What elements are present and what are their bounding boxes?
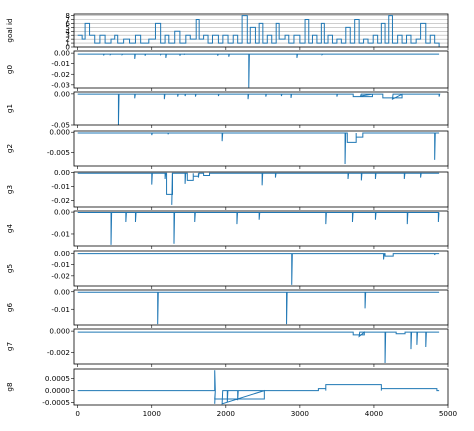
series-line-g1: [77, 93, 441, 126]
series-line-g7: [77, 331, 440, 363]
axes-frame: [73, 130, 449, 167]
y-tick-label: -0.01: [51, 59, 70, 68]
axes-frame: [73, 13, 449, 48]
y-tick-label: -0.02: [51, 70, 70, 79]
y-axis-label: goal id: [5, 18, 14, 42]
subplot-g2: 0.000 -0.005 g2: [5, 128, 449, 169]
x-tick-label: 3000: [291, 409, 310, 418]
subplot-g7: 0.000 -0.002 g7: [5, 327, 449, 367]
y-axis-label: g6: [5, 303, 14, 313]
y-axis-label: g2: [5, 144, 14, 153]
y-tick-label: 7: [65, 15, 70, 24]
y-tick-label: 4: [65, 27, 70, 36]
y-tick-label: 0.00: [54, 89, 70, 98]
y-tick-label: -0.0005: [42, 398, 70, 407]
y-tick-label: 0.00: [54, 287, 70, 296]
y-tick-label: 6: [65, 19, 70, 28]
y-tick-label: 0.00: [54, 49, 70, 58]
y-tick-label: 5: [65, 23, 70, 32]
y-tick-label: 0.00: [54, 208, 70, 217]
x-tick-label: 4000: [365, 409, 384, 418]
y-tick-label: 0.000: [49, 128, 70, 137]
series-line-g6: [77, 291, 440, 325]
series-line-goal-id: [77, 15, 440, 47]
y-tick-label: 0.0000: [45, 386, 71, 395]
axes-frame: [73, 328, 449, 365]
y-tick-label: -0.01: [51, 182, 70, 191]
series-line-g2: [77, 132, 440, 164]
y-axis-label: g7: [5, 342, 14, 351]
subplot-g5: 0.00 -0.01 -0.02 g5: [5, 249, 449, 289]
y-tick-label: -0.02: [51, 196, 70, 205]
x-tick-label: 5000: [439, 409, 458, 418]
y-axis-label: g0: [5, 65, 14, 75]
subplot-g0: 0.00-0.01 -0.02-0.03 g0: [5, 49, 449, 91]
y-axis-label: g4: [5, 224, 14, 234]
y-tick-label: -0.03: [51, 80, 70, 89]
x-tick-label: 2000: [217, 409, 236, 418]
y-tick-label: 0.00: [54, 249, 70, 258]
y-tick-label: 0.00: [54, 168, 70, 177]
y-tick-label: -0.01: [51, 305, 70, 314]
axes-frame: [73, 289, 449, 326]
y-tick-label: 0.000: [49, 327, 70, 336]
y-tick-label: 0.0005: [45, 374, 70, 383]
axes-frame: [73, 210, 449, 247]
y-axis-label: g8: [5, 382, 14, 392]
y-tick-label: 2: [65, 35, 70, 44]
y-tick-label: 0: [65, 43, 70, 52]
series-line-g0: [77, 53, 440, 88]
y-tick-label: -0.002: [47, 348, 70, 357]
axes-frame: [73, 250, 449, 287]
subplot-g6: 0.00 -0.01 g6: [5, 287, 449, 328]
y-axis-label: g1: [5, 104, 14, 113]
x-tick-label: 1000: [143, 409, 162, 418]
axes-frame: [73, 91, 449, 126]
y-tick-label: 8: [65, 11, 70, 20]
axes-frame: [73, 368, 449, 406]
axes-frame: [73, 171, 449, 208]
y-axis-label: g3: [5, 185, 14, 194]
axes-frame: [73, 50, 449, 89]
y-tick-label: 1: [65, 39, 70, 48]
y-tick-label: -0.01: [51, 229, 70, 238]
y-tick-label: -0.05: [51, 121, 70, 130]
subplot-g1: 0.00 -0.05 g1: [5, 89, 449, 130]
y-axis-label: g5: [5, 264, 14, 273]
series-line-g8: [77, 370, 440, 405]
subplot-g3: 0.00 -0.01 -0.02 g3: [5, 168, 449, 210]
y-tick-label: 3: [65, 31, 70, 40]
series-line-g3: [77, 172, 440, 205]
series-line-g5: [77, 253, 440, 285]
y-tick-label: -0.02: [51, 271, 70, 280]
y-tick-label: -0.005: [47, 148, 70, 157]
subplot-g8: 0.0005 0.0000 -0.0005 g8 0 1000 2000 3000 4000 50…: [5, 368, 458, 418]
x-tick-label: 0: [75, 409, 80, 418]
y-tick-label: -0.01: [51, 260, 70, 269]
series-line-g4: [77, 212, 440, 245]
subplot-g4: 0.00 -0.01 g4: [5, 208, 449, 249]
